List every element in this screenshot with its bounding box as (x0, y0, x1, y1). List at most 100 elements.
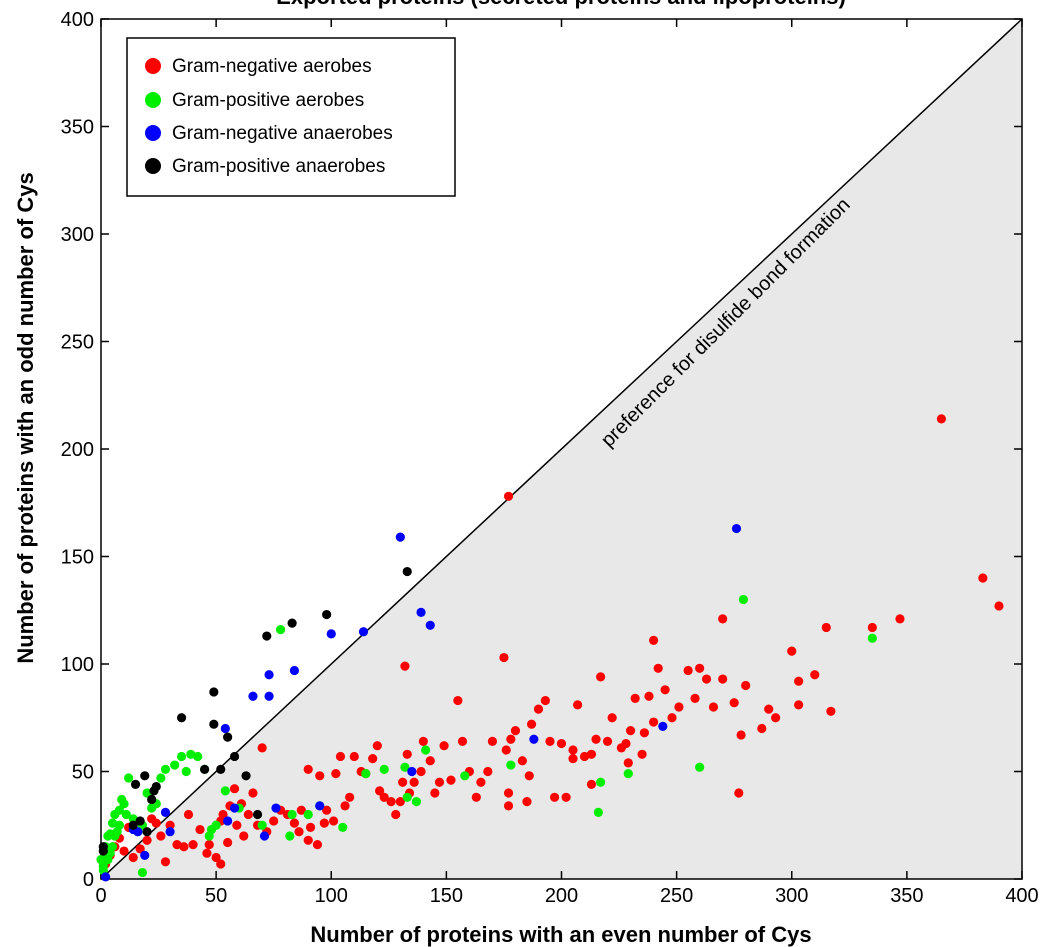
data-point-gram-negative-anaerobes (248, 691, 258, 701)
data-point-gram-positive-aerobes (170, 760, 180, 770)
data-point-gram-negative-aerobes (591, 734, 601, 744)
legend-item-gram-negative-anaerobes: Gram-negative anaerobes (145, 123, 393, 144)
data-point-gram-positive-aerobes (128, 814, 138, 824)
data-point-gram-negative-aerobes (409, 777, 419, 787)
data-point-gram-negative-aerobes (653, 663, 663, 673)
data-point-gram-negative-aerobes (340, 801, 350, 811)
data-point-gram-negative-aerobes (510, 726, 521, 736)
data-point-gram-negative-aerobes (322, 805, 332, 815)
data-point-gram-negative-aerobes (303, 835, 313, 845)
data-point-gram-positive-anaerobes (229, 751, 240, 762)
data-point-gram-negative-anaerobes (358, 627, 369, 637)
x-tick-label: 300 (775, 885, 808, 907)
data-point-gram-positive-anaerobes (216, 764, 226, 774)
data-point-gram-negative-aerobes (345, 792, 355, 802)
x-tick-label: 100 (315, 885, 348, 907)
data-point-gram-negative-aerobes (602, 736, 613, 747)
data-point-gram-positive-aerobes (379, 764, 389, 774)
data-point-gram-negative-aerobes (649, 635, 659, 645)
data-point-gram-negative-aerobes (794, 676, 804, 686)
data-point-gram-negative-aerobes (349, 751, 359, 762)
data-point-gram-negative-aerobes (867, 622, 877, 633)
data-point-gram-negative-aerobes (425, 756, 435, 766)
data-point-gram-negative-aerobes (741, 680, 751, 691)
data-point-gram-positive-aerobes (402, 792, 412, 802)
data-point-gram-negative-aerobes (147, 814, 157, 824)
data-point-gram-negative-aerobes (453, 695, 463, 706)
data-point-gram-negative-aerobes (257, 743, 267, 753)
data-point-gram-negative-aerobes (533, 704, 544, 714)
diagonal-line (100, 18, 1023, 880)
x-tick-label: 350 (890, 885, 923, 907)
data-point-gram-negative-anaerobes (160, 807, 171, 817)
x-axis-title: Number of proteins with an even number o… (310, 922, 811, 947)
data-point-gram-positive-anaerobes (142, 827, 152, 837)
data-point-gram-negative-aerobes (243, 809, 253, 820)
data-point-gram-negative-anaerobes (395, 532, 405, 542)
data-points (96, 414, 1004, 882)
data-point-gram-negative-aerobes (372, 741, 382, 751)
data-point-gram-negative-aerobes (179, 842, 189, 852)
y-tick-label: 350 (61, 117, 94, 139)
data-point-gram-negative-aerobes (418, 736, 428, 747)
data-point-gram-positive-anaerobes (209, 687, 219, 697)
data-point-gram-negative-anaerobes (731, 523, 742, 534)
data-point-gram-negative-aerobes (708, 702, 719, 712)
data-point-gram-negative-aerobes (734, 788, 744, 798)
data-point-gram-negative-aerobes (549, 792, 560, 802)
data-point-gram-negative-aerobes (312, 840, 323, 850)
y-tick-label: 250 (61, 332, 94, 354)
data-point-gram-positive-aerobes (137, 867, 148, 878)
data-point-gram-positive-aerobes (593, 807, 603, 817)
data-point-gram-negative-aerobes (119, 846, 129, 856)
data-point-gram-positive-aerobes (285, 831, 295, 841)
data-point-gram-negative-aerobes (561, 792, 571, 802)
data-point-gram-negative-aerobes (416, 766, 426, 777)
data-point-gram-negative-aerobes (289, 818, 300, 828)
data-point-gram-negative-aerobes (398, 777, 408, 787)
data-point-gram-negative-anaerobes (259, 831, 270, 841)
data-point-gram-negative-aerobes (895, 614, 905, 624)
data-point-gram-negative-aerobes (701, 674, 712, 684)
data-point-gram-negative-aerobes (695, 663, 705, 673)
data-point-gram-positive-aerobes (287, 809, 297, 820)
data-point-gram-positive-aerobes (186, 749, 196, 759)
data-point-gram-negative-aerobes (188, 840, 198, 850)
data-point-gram-negative-aerobes (718, 614, 728, 624)
data-point-gram-negative-aerobes (165, 820, 175, 830)
data-point-gram-negative-aerobes (439, 741, 449, 751)
legend-label-gram-positive-aerobes: Gram-positive aerobes (172, 90, 364, 111)
data-point-gram-positive-aerobes (257, 820, 267, 830)
data-point-gram-negative-aerobes (639, 728, 649, 738)
data-point-gram-negative-aerobes (487, 736, 498, 747)
data-point-gram-negative-aerobes (160, 857, 171, 867)
data-point-gram-negative-aerobes (319, 818, 329, 828)
data-point-gram-negative-anaerobes (271, 803, 281, 813)
data-point-gram-positive-aerobes (506, 760, 516, 770)
data-point-gram-negative-aerobes (568, 754, 578, 764)
legend-box (126, 37, 456, 197)
data-point-gram-negative-anaerobes (425, 620, 435, 630)
data-point-gram-negative-aerobes (556, 738, 567, 749)
data-point-gram-negative-aerobes (503, 788, 514, 798)
data-point-gram-negative-aerobes (303, 764, 313, 774)
data-point-gram-negative-aerobes (229, 784, 240, 794)
data-point-gram-negative-aerobes (771, 713, 781, 723)
data-point-gram-negative-aerobes (216, 859, 226, 869)
data-point-gram-positive-aerobes (142, 788, 152, 798)
data-point-gram-negative-aerobes (630, 693, 640, 704)
legend-label-gram-negative-aerobes: Gram-negative aerobes (172, 56, 372, 77)
data-point-gram-negative-aerobes (183, 809, 194, 820)
data-point-gram-negative-aerobes (794, 700, 804, 710)
data-point-gram-negative-aerobes (607, 713, 617, 723)
data-point-gram-positive-aerobes (96, 855, 106, 865)
legend-item-gram-negative-aerobes: Gram-negative aerobes (145, 56, 372, 77)
data-point-gram-negative-aerobes (296, 805, 306, 815)
y-tick-label: 400 (61, 9, 94, 31)
data-point-gram-negative-aerobes (156, 831, 166, 841)
legend-marker-gram-positive-anaerobes (145, 158, 161, 174)
legend-label-gram-negative-anaerobes: Gram-negative anaerobes (172, 123, 393, 144)
data-point-gram-positive-aerobes (460, 771, 470, 781)
data-point-gram-negative-aerobes (375, 786, 385, 796)
data-point-gram-negative-aerobes (637, 749, 647, 759)
